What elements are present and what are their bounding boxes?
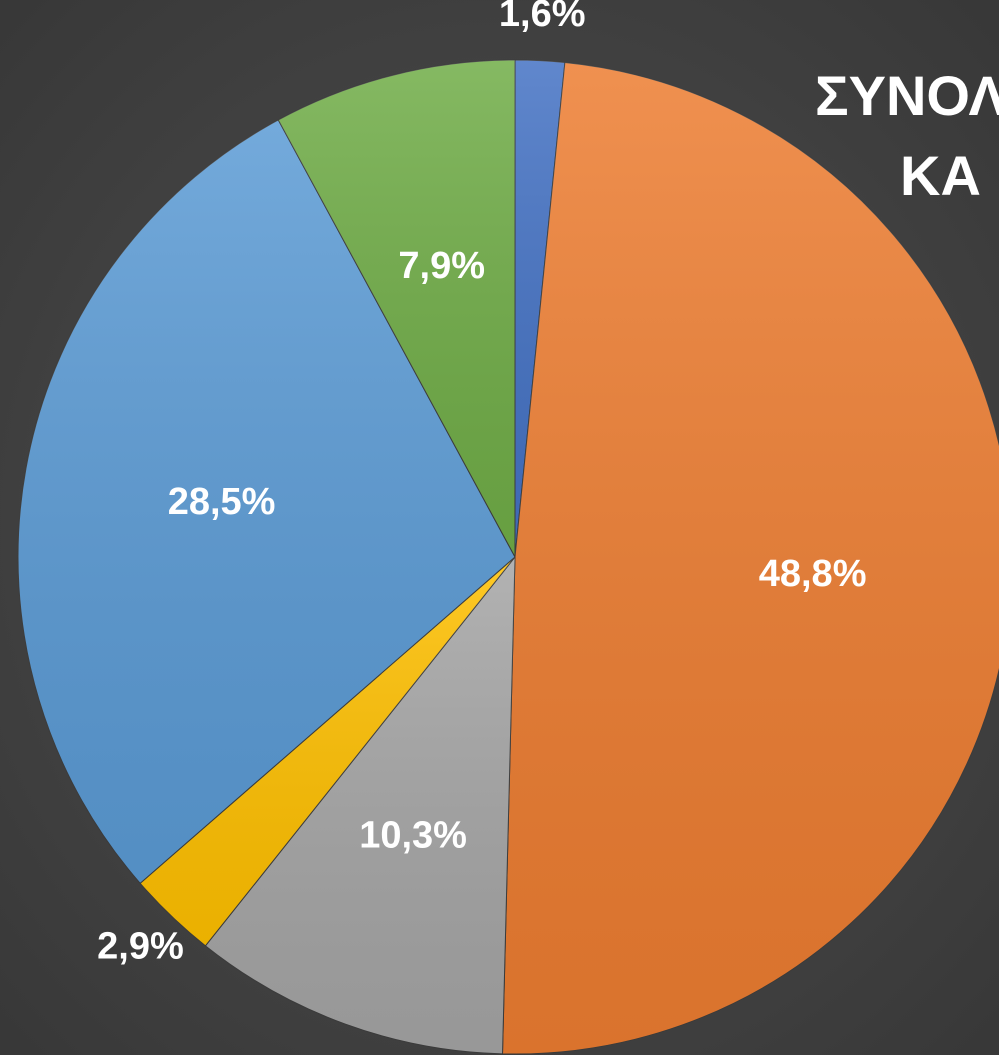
chart-title: ΚΑ	[900, 144, 981, 207]
slice-shade	[502, 62, 999, 1054]
data-label: 1,6%	[499, 0, 586, 35]
data-label: 48,8%	[759, 553, 867, 595]
chart-title: ΣΥΝΟΛ	[815, 64, 999, 127]
data-label: 2,9%	[97, 925, 184, 967]
pie	[17, 59, 999, 1055]
slice-shade	[205, 557, 515, 1054]
slice-shade	[278, 60, 515, 557]
data-label: 7,9%	[398, 245, 485, 287]
data-label: 28,5%	[168, 481, 276, 523]
slice-shade	[140, 557, 515, 946]
data-label: 10,3%	[359, 814, 467, 856]
labels: 1,6% 48,8% 10,3% 2,9% 28,5% 7,9%	[97, 0, 866, 967]
slice-shade	[17, 119, 515, 884]
